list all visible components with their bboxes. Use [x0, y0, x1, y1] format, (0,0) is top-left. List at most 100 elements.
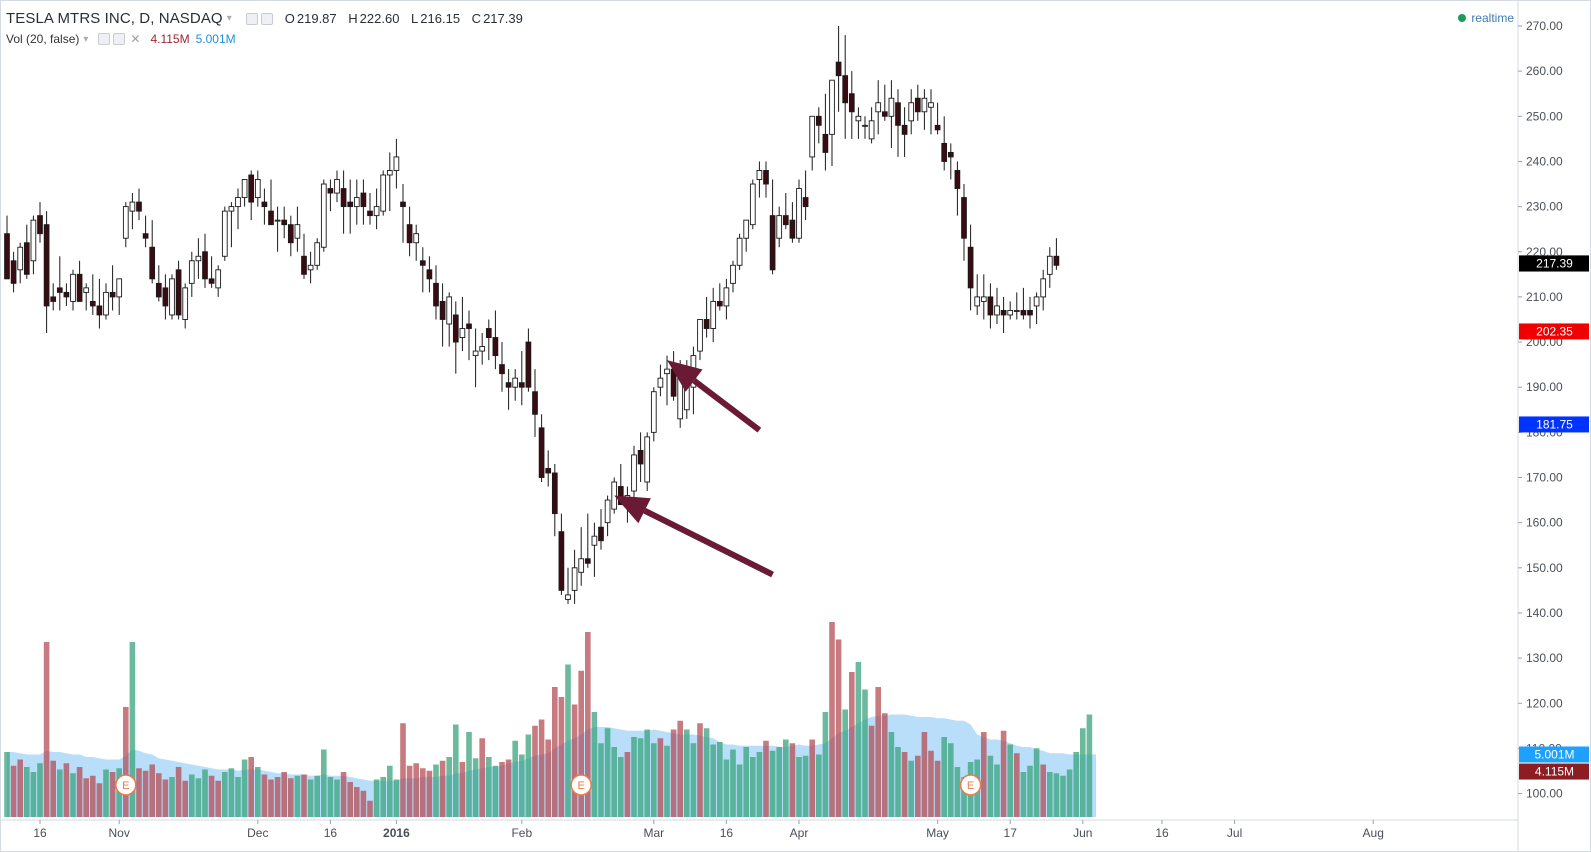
volume-bar: [459, 762, 466, 817]
symbol-title[interactable]: TESLA MTRS INC, D, NASDAQ: [6, 10, 223, 27]
x-tick-label: 16: [1155, 826, 1169, 840]
candle-body: [43, 224, 50, 307]
candle-body: [994, 305, 1000, 316]
volume-bar: [294, 775, 301, 817]
volume-bar: [1086, 714, 1093, 817]
volume-bar: [1040, 764, 1046, 817]
volume-bar: [994, 764, 1000, 817]
candle-body: [353, 197, 360, 208]
eye-icon[interactable]: [98, 33, 111, 45]
candle-body: [1000, 309, 1007, 316]
volume-bar: [90, 775, 96, 817]
volume-bar: [519, 754, 525, 817]
volume-bar: [928, 750, 934, 817]
volume-bar: [717, 742, 723, 817]
candle-body: [386, 170, 393, 176]
candle-body: [215, 269, 222, 289]
candle-body: [162, 287, 169, 307]
earnings-label: E: [122, 780, 129, 792]
x-tick-label: May: [926, 826, 949, 840]
arrow-shaft: [692, 378, 762, 433]
volume-bar: [156, 773, 162, 817]
volume-bar: [631, 737, 637, 817]
x-tick-label: Nov: [109, 826, 130, 840]
x-tick-label: 2016: [383, 826, 410, 840]
candle-body: [941, 142, 948, 162]
volume-bar: [1027, 765, 1033, 817]
candle-body: [888, 97, 895, 117]
settings-icon[interactable]: [260, 12, 273, 25]
x-tick-label: 16: [33, 826, 47, 840]
volume-bar: [360, 790, 367, 817]
price-badge: 217.39: [1536, 257, 1573, 271]
candle-body: [855, 115, 862, 122]
candle-body: [459, 328, 466, 338]
volume-bar: [684, 729, 690, 817]
volume-bar: [96, 783, 103, 817]
realtime-label: realtime: [1471, 11, 1514, 25]
candle-body: [908, 102, 915, 122]
candle-body: [664, 368, 670, 375]
candle-body: [228, 206, 235, 212]
candle-body: [545, 468, 552, 474]
volume-bar: [103, 769, 109, 817]
candle-body: [373, 206, 380, 217]
volume-bar: [63, 763, 70, 817]
volume-bar: [585, 632, 591, 817]
volume-bar: [4, 752, 10, 817]
candle-body: [175, 269, 182, 316]
candle-body: [452, 314, 459, 343]
close-icon[interactable]: ✕: [130, 32, 141, 46]
chevron-down-icon[interactable]: ▾: [226, 13, 232, 24]
y-tick-label: 210.00: [1526, 290, 1563, 304]
volume-bar: [862, 689, 868, 817]
volume-badge-bg: [1519, 746, 1589, 763]
candle-body: [776, 215, 783, 239]
candle-body: [96, 305, 103, 316]
candle-body: [1013, 309, 1020, 312]
eye-icon[interactable]: [245, 12, 258, 25]
candle-body: [274, 219, 281, 222]
chevron-down-icon[interactable]: ▾: [83, 33, 89, 45]
volume-bar: [327, 777, 334, 817]
candle-body: [591, 535, 598, 546]
volume-bar: [222, 772, 228, 817]
volume-bar: [123, 707, 129, 817]
candle-body: [492, 337, 499, 357]
y-tick-label: 140.00: [1526, 606, 1563, 620]
settings-icon[interactable]: [113, 33, 126, 45]
volume-bar: [17, 759, 23, 817]
candle-body: [287, 224, 294, 244]
x-tick-label: Jul: [1227, 826, 1242, 840]
high-value: 222.60: [359, 11, 400, 26]
volume-bar: [1066, 769, 1073, 817]
candle-body: [558, 531, 565, 591]
volume-bar: [70, 773, 76, 817]
volume-bar: [1020, 772, 1027, 817]
volume-bar: [492, 765, 499, 817]
arrow-annotations: [614, 360, 774, 578]
y-tick-label: 240.00: [1526, 154, 1563, 168]
candle-body: [974, 296, 981, 307]
y-tick-label: 100.00: [1526, 787, 1563, 801]
x-tick-label: Feb: [511, 826, 532, 840]
low-label: L: [411, 11, 419, 26]
volume-bar: [175, 767, 182, 817]
candle-body: [188, 260, 195, 284]
candle-body: [525, 341, 532, 388]
volume-bar: [730, 749, 736, 817]
volume-bar: [908, 760, 914, 817]
candle-body: [822, 133, 829, 153]
candle-body: [895, 102, 901, 126]
candlestick-series: [4, 26, 1060, 604]
candle-body: [565, 594, 571, 600]
volume-title[interactable]: Vol (20, false): [6, 32, 80, 46]
candle-body: [307, 264, 314, 271]
candle-body: [829, 79, 835, 135]
volume-bar: [189, 774, 195, 817]
candle-body: [617, 486, 624, 506]
volume-bar: [314, 775, 320, 817]
candle-body: [327, 188, 334, 194]
